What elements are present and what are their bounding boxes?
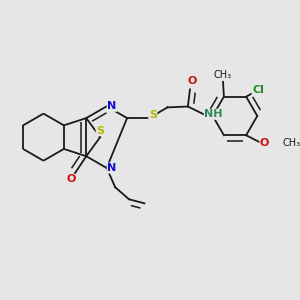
Text: NH: NH [204,109,223,119]
Text: O: O [260,138,269,148]
Text: O: O [188,76,197,86]
Text: Cl: Cl [252,85,264,95]
Text: CH₃: CH₃ [283,138,300,148]
Text: CH₃: CH₃ [214,70,232,80]
Text: S: S [149,110,157,120]
Text: O: O [66,174,76,184]
Text: N: N [107,163,116,173]
Text: N: N [107,101,116,111]
Text: S: S [96,126,104,136]
